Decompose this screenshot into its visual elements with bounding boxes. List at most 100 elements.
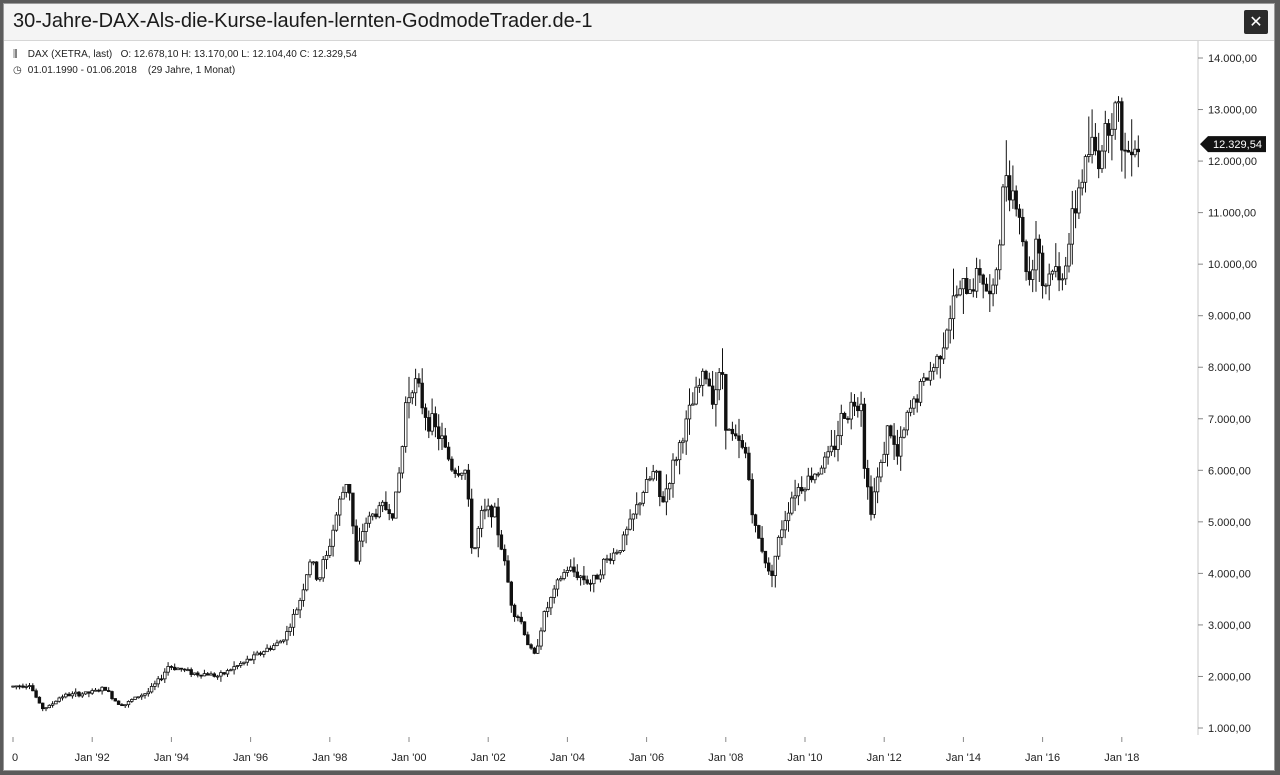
candle-body bbox=[978, 268, 982, 276]
y-tick-label: 8.000,00 bbox=[1208, 362, 1251, 374]
candle-body bbox=[885, 425, 890, 455]
candle-body bbox=[512, 604, 517, 618]
candle-body bbox=[400, 446, 405, 474]
candle-body bbox=[918, 381, 923, 403]
candle-body bbox=[347, 484, 352, 494]
candle-body bbox=[357, 540, 362, 562]
candle-body bbox=[196, 672, 200, 676]
candle-body bbox=[314, 561, 319, 580]
candle-body bbox=[27, 685, 32, 688]
last-price-label: 12.329,54 bbox=[1213, 139, 1262, 151]
candle-body bbox=[575, 571, 579, 578]
candle-body bbox=[116, 700, 121, 705]
candle-body bbox=[819, 467, 824, 475]
candle-body bbox=[229, 669, 233, 672]
candle-body bbox=[1034, 238, 1038, 271]
candle-body bbox=[107, 690, 111, 692]
candle-body bbox=[268, 647, 273, 650]
candle-body bbox=[800, 487, 804, 492]
candle-body bbox=[539, 630, 543, 647]
candle-body bbox=[54, 700, 58, 705]
modal-title: 30-Jahre-DAX-Als-die-Kurse-laufen-lernte… bbox=[13, 10, 593, 32]
candle-body bbox=[605, 558, 609, 561]
candle-body bbox=[219, 672, 223, 677]
x-tick-label: Jan '18 bbox=[1104, 752, 1139, 764]
candlestick-chart[interactable]: 1.000,00 2.000,00 3.000,00 4.000,00 5.000,00… bbox=[4, 41, 1274, 770]
candle-body bbox=[133, 696, 137, 700]
candle-body bbox=[889, 425, 893, 437]
candle-body bbox=[281, 639, 286, 642]
candle-body bbox=[852, 401, 857, 407]
candle-body bbox=[961, 278, 966, 290]
candle-body bbox=[271, 645, 276, 650]
candle-body bbox=[592, 574, 596, 585]
candle-body bbox=[928, 370, 933, 381]
candle-body bbox=[631, 513, 636, 520]
candle-body bbox=[1133, 148, 1137, 156]
candle-body bbox=[308, 561, 312, 576]
candle-body bbox=[156, 678, 160, 685]
candle-body bbox=[90, 690, 94, 694]
candle-body bbox=[1083, 156, 1088, 183]
candle-body bbox=[1050, 270, 1055, 275]
candle-body bbox=[849, 401, 853, 420]
candle-body bbox=[608, 558, 612, 561]
y-tick-label: 7.000,00 bbox=[1208, 414, 1251, 426]
candle-body bbox=[671, 459, 675, 484]
candle-body bbox=[862, 403, 867, 469]
clock-icon: ◷ bbox=[13, 65, 22, 76]
candle-body bbox=[651, 471, 655, 480]
candle-body bbox=[760, 537, 764, 552]
candle-body bbox=[846, 418, 850, 420]
candle-body bbox=[67, 693, 71, 697]
candlestick-icon: ⫼ bbox=[13, 49, 18, 60]
candle-body bbox=[1014, 190, 1018, 210]
candle-body bbox=[767, 562, 771, 572]
candle-body bbox=[410, 392, 414, 399]
y-tick-label: 4.000,00 bbox=[1208, 568, 1251, 580]
candle-body bbox=[813, 473, 817, 481]
candle-body bbox=[677, 442, 682, 461]
chart-area: 1.000,00 2.000,00 3.000,00 4.000,00 5.000,00… bbox=[4, 41, 1274, 770]
candle-body bbox=[803, 488, 807, 492]
candle-body bbox=[502, 548, 507, 562]
close-icon[interactable]: ✕ bbox=[1244, 10, 1268, 34]
y-tick-label: 9.000,00 bbox=[1208, 311, 1251, 323]
candle-body bbox=[1001, 186, 1005, 246]
candle-body bbox=[450, 458, 454, 471]
candle-body bbox=[687, 404, 692, 420]
candle-body bbox=[743, 446, 748, 454]
candle-body bbox=[734, 433, 738, 437]
candle-body bbox=[790, 497, 794, 514]
candle-body bbox=[701, 370, 705, 386]
candle-body bbox=[143, 693, 147, 696]
y-tick-label: 3.000,00 bbox=[1208, 620, 1251, 632]
candle-body bbox=[773, 555, 777, 577]
candle-body bbox=[262, 651, 266, 655]
candle-body bbox=[74, 691, 78, 695]
candle-body bbox=[136, 696, 141, 699]
candle-body bbox=[866, 468, 870, 488]
candle-body bbox=[516, 616, 520, 619]
candle-body bbox=[238, 662, 243, 666]
candle-body bbox=[572, 566, 576, 573]
candle-body bbox=[1004, 175, 1008, 188]
candle-body bbox=[796, 487, 801, 497]
candle-body bbox=[172, 666, 177, 671]
y-tick-label: 10.000,00 bbox=[1208, 259, 1257, 271]
candle-body bbox=[691, 403, 695, 406]
candles bbox=[11, 96, 1140, 712]
candle-body bbox=[958, 288, 962, 296]
candle-body bbox=[1054, 266, 1058, 272]
candle-body bbox=[328, 545, 332, 556]
x-tick-label: Jan '92 bbox=[75, 752, 110, 764]
candle-body bbox=[559, 578, 563, 581]
candle-body bbox=[549, 597, 553, 609]
last-price-bg bbox=[1200, 136, 1266, 153]
candle-body bbox=[473, 547, 477, 550]
candle-body bbox=[64, 693, 68, 698]
candle-body bbox=[1090, 136, 1094, 156]
candle-body bbox=[11, 685, 15, 688]
candle-body bbox=[311, 561, 315, 564]
instrument-info: ⫼ DAX (XETRA, last) O: 12.678,10 H: 13.1… bbox=[13, 49, 357, 60]
